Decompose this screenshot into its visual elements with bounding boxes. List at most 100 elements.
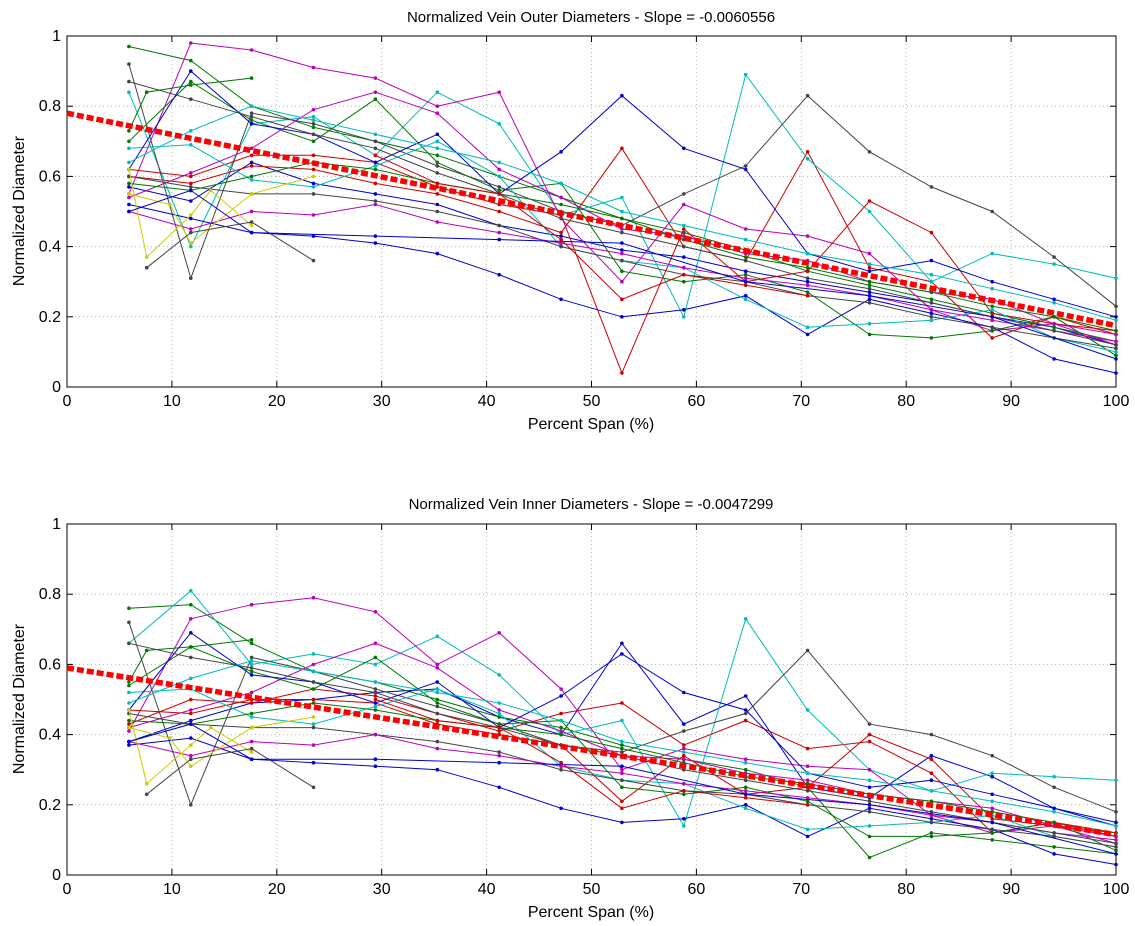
data-point <box>373 76 378 80</box>
data-point <box>620 279 624 284</box>
data-point <box>497 760 502 765</box>
data-point <box>311 258 316 263</box>
data-point <box>682 244 686 249</box>
data-point <box>189 722 193 726</box>
data-point <box>311 743 316 747</box>
data-point <box>867 265 872 270</box>
data-point <box>249 746 254 751</box>
data-point <box>682 315 686 319</box>
data-point <box>249 655 254 660</box>
data-point <box>208 188 213 193</box>
data-point <box>867 279 872 284</box>
data-point <box>867 283 872 288</box>
y-tick-label: 0.2 <box>39 797 61 814</box>
data-point <box>189 276 193 281</box>
x-tick-label: 70 <box>792 393 810 410</box>
data-point <box>373 241 378 245</box>
data-point <box>144 792 149 797</box>
data-point <box>990 774 994 779</box>
data-point <box>249 230 254 235</box>
data-point <box>805 746 810 751</box>
data-point <box>435 697 440 702</box>
data-point <box>805 789 810 793</box>
data-point <box>620 743 624 747</box>
data-point <box>189 743 193 747</box>
data-point <box>559 244 563 249</box>
data-point <box>990 311 994 316</box>
data-point <box>805 796 810 800</box>
data-point <box>682 234 686 238</box>
data-point <box>435 704 440 709</box>
data-point <box>990 336 994 340</box>
data-point <box>435 171 440 175</box>
series-line <box>128 723 1117 855</box>
x-tick-label: 0 <box>63 881 72 898</box>
data-point <box>805 764 810 768</box>
data-point <box>249 76 254 80</box>
y-tick-label: 0.8 <box>39 98 61 115</box>
data-point <box>805 778 810 782</box>
data-point <box>1114 318 1118 323</box>
data-point <box>249 757 254 761</box>
data-point <box>311 725 316 730</box>
data-point <box>189 181 193 186</box>
data-point <box>189 631 193 635</box>
data-point <box>373 701 378 705</box>
data-point <box>743 708 748 712</box>
data-point <box>867 732 872 737</box>
data-point <box>1052 297 1056 302</box>
data-point <box>127 209 131 214</box>
data-point <box>990 799 994 804</box>
data-point <box>929 753 934 758</box>
data-point <box>1114 343 1118 347</box>
chart-outer: Normalized Vein Outer Diameters - Slope … <box>11 9 1129 433</box>
data-point <box>311 595 316 600</box>
data-point <box>805 827 810 832</box>
data-point <box>1052 852 1056 856</box>
data-point <box>867 834 872 839</box>
data-point <box>497 192 502 196</box>
data-point <box>249 669 254 674</box>
data-point <box>743 227 748 231</box>
data-point <box>249 153 254 158</box>
data-point <box>249 641 254 646</box>
data-point <box>867 806 872 811</box>
data-point <box>189 655 193 660</box>
data-point <box>435 767 440 772</box>
data-point <box>249 638 254 642</box>
y-tick-label: 1 <box>52 516 61 533</box>
data-point <box>990 792 994 797</box>
data-point <box>311 181 316 186</box>
data-point <box>249 690 254 695</box>
data-point <box>990 251 994 256</box>
data-point <box>867 322 872 326</box>
data-point <box>127 708 131 712</box>
data-point <box>743 785 748 790</box>
x-tick-label: 30 <box>373 881 391 898</box>
data-point <box>805 279 810 284</box>
data-point <box>127 729 131 733</box>
data-point <box>373 655 378 660</box>
data-point <box>189 79 193 84</box>
data-point <box>743 757 748 761</box>
data-point <box>743 617 748 621</box>
data-point <box>682 781 686 786</box>
data-point <box>929 799 934 804</box>
data-point <box>1114 350 1118 354</box>
data-point <box>189 69 193 73</box>
data-point <box>1114 820 1118 825</box>
data-point <box>497 237 502 242</box>
data-point <box>929 230 934 235</box>
data-point <box>559 718 563 723</box>
data-point <box>373 97 378 101</box>
data-point <box>867 209 872 214</box>
data-point <box>620 764 624 768</box>
data-point <box>1052 845 1056 849</box>
data-point <box>127 90 131 94</box>
x-tick-label: 70 <box>792 881 810 898</box>
data-point <box>249 659 254 663</box>
data-point <box>1114 276 1118 281</box>
data-point <box>249 48 254 52</box>
data-point <box>435 746 440 751</box>
data-point <box>1052 831 1056 835</box>
